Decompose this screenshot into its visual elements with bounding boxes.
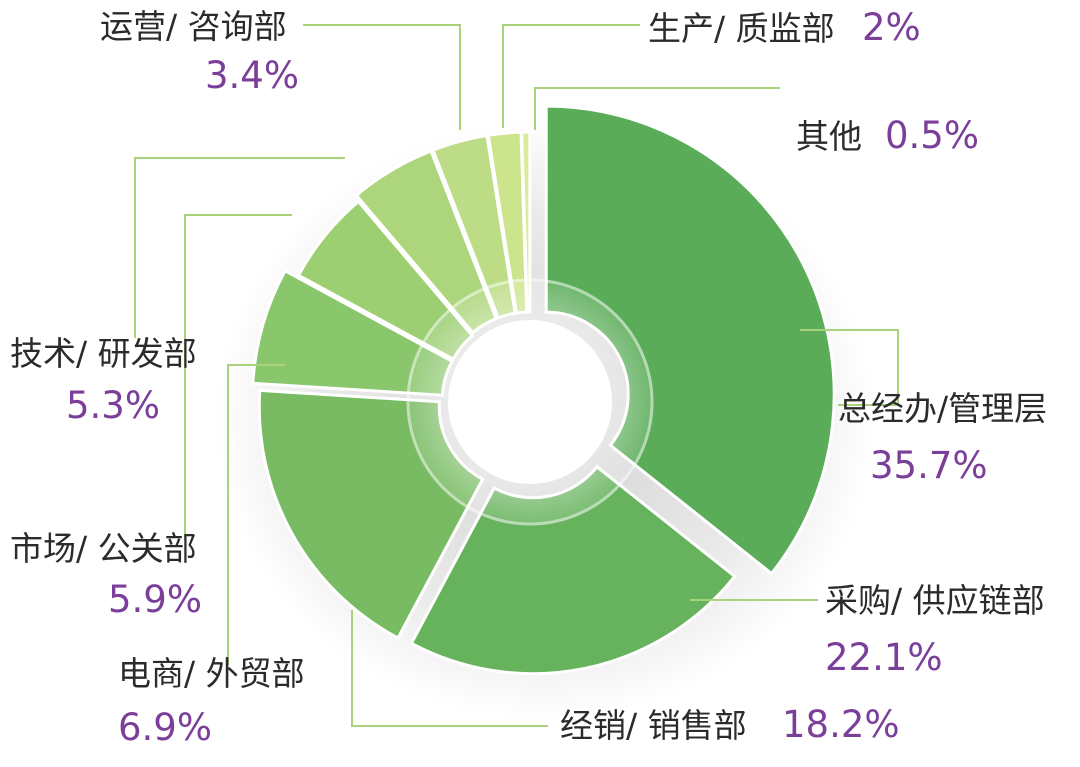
- slice-value-label: 22.1%: [825, 636, 943, 679]
- slice-label: 技术/ 研发部: [10, 334, 197, 373]
- leader-line: [800, 329, 899, 406]
- slice-value-label: 5.3%: [66, 384, 160, 427]
- slice-value-label: 3.4%: [205, 54, 299, 97]
- leader-line: [534, 87, 780, 130]
- slice-label: 电商/ 外贸部: [118, 654, 305, 693]
- leader-line: [303, 24, 461, 130]
- slice-label: 其他: [796, 117, 862, 156]
- slice-label: 总经办/管理层: [838, 389, 1047, 428]
- slice-label: 采购/ 供应链部: [825, 581, 1045, 620]
- leader-line: [134, 157, 345, 338]
- slice-label: 市场/ 公关部: [10, 529, 197, 568]
- leader-line: [227, 364, 285, 665]
- slice-value-label: 18.2%: [782, 703, 900, 746]
- slice-label: 经销/ 销售部: [560, 706, 747, 745]
- slice-label: 生产/ 质监部: [648, 9, 835, 48]
- leader-line: [502, 24, 640, 128]
- slice-value-label: 5.9%: [108, 578, 202, 621]
- leader-line: [351, 610, 548, 727]
- slice-value-label: 2%: [862, 6, 921, 49]
- slice-value-label: 6.9%: [118, 706, 212, 749]
- slice-label: 运营/ 咨询部: [100, 7, 287, 46]
- donut-hole: [448, 320, 612, 484]
- leader-line: [184, 214, 292, 540]
- slice-value-label: 35.7%: [870, 444, 988, 487]
- slice-value-label: 0.5%: [885, 114, 979, 157]
